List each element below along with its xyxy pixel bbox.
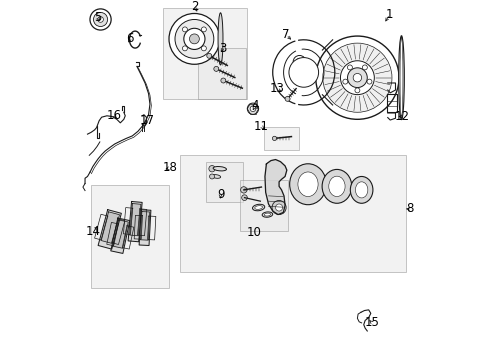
Text: 16: 16 (107, 109, 122, 122)
Text: 2: 2 (190, 0, 198, 13)
Circle shape (221, 78, 225, 83)
Ellipse shape (289, 164, 325, 205)
Polygon shape (264, 159, 286, 215)
Polygon shape (128, 202, 142, 242)
Text: 11: 11 (253, 120, 268, 133)
Ellipse shape (218, 13, 223, 65)
Text: 9: 9 (216, 188, 224, 201)
Circle shape (182, 27, 187, 32)
Circle shape (182, 46, 187, 51)
Circle shape (201, 46, 206, 51)
Text: 7: 7 (282, 28, 289, 41)
Polygon shape (98, 210, 121, 249)
Circle shape (352, 73, 361, 82)
Circle shape (340, 61, 374, 95)
Text: 6: 6 (126, 32, 133, 45)
Circle shape (315, 36, 398, 119)
Circle shape (293, 55, 305, 68)
Ellipse shape (262, 212, 272, 217)
Circle shape (183, 28, 204, 49)
Text: 8: 8 (406, 202, 413, 215)
Circle shape (213, 66, 218, 71)
Circle shape (362, 65, 366, 70)
Ellipse shape (349, 176, 372, 203)
Ellipse shape (322, 170, 351, 203)
Bar (163, 8, 246, 99)
Bar (264, 127, 299, 150)
Circle shape (206, 53, 211, 58)
Circle shape (93, 12, 107, 27)
Text: 15: 15 (364, 316, 379, 329)
Ellipse shape (254, 206, 262, 210)
Text: 1: 1 (386, 8, 393, 21)
Ellipse shape (252, 204, 264, 211)
Circle shape (169, 13, 219, 64)
Circle shape (288, 58, 318, 87)
Text: 12: 12 (394, 110, 409, 123)
Circle shape (208, 166, 215, 172)
Circle shape (209, 174, 214, 179)
Ellipse shape (264, 213, 270, 216)
Circle shape (342, 79, 347, 84)
Circle shape (354, 88, 359, 93)
Circle shape (347, 65, 352, 70)
Polygon shape (129, 203, 141, 236)
Circle shape (90, 9, 111, 30)
Circle shape (272, 136, 276, 140)
Polygon shape (111, 218, 130, 253)
Circle shape (250, 106, 255, 112)
Circle shape (285, 96, 289, 101)
Bar (240, 180, 287, 231)
Circle shape (201, 27, 206, 32)
Polygon shape (101, 212, 119, 243)
Text: 3: 3 (219, 42, 226, 55)
Circle shape (347, 68, 366, 87)
Circle shape (366, 79, 371, 84)
Ellipse shape (297, 172, 317, 197)
Circle shape (189, 34, 199, 44)
Ellipse shape (211, 175, 220, 178)
Circle shape (98, 17, 103, 22)
Circle shape (275, 204, 282, 211)
Polygon shape (113, 220, 128, 248)
Bar (91, 185, 168, 288)
Text: 14: 14 (86, 225, 101, 238)
Circle shape (240, 187, 246, 193)
Circle shape (271, 201, 285, 215)
Text: 4: 4 (251, 99, 258, 112)
Bar (198, 48, 245, 99)
Text: 10: 10 (246, 226, 261, 239)
Ellipse shape (355, 182, 367, 198)
Ellipse shape (328, 176, 345, 197)
Text: 18: 18 (163, 161, 178, 174)
Text: 13: 13 (269, 82, 284, 95)
Bar (205, 162, 242, 202)
Text: 17: 17 (140, 114, 155, 127)
Circle shape (322, 43, 391, 112)
Circle shape (295, 58, 303, 66)
Ellipse shape (213, 167, 226, 171)
Polygon shape (139, 210, 151, 246)
Bar (180, 155, 405, 272)
Polygon shape (140, 212, 149, 240)
Ellipse shape (399, 37, 402, 118)
Circle shape (241, 195, 247, 201)
Text: 5: 5 (94, 11, 102, 24)
Ellipse shape (398, 36, 404, 120)
Circle shape (247, 103, 258, 114)
Circle shape (175, 19, 213, 58)
